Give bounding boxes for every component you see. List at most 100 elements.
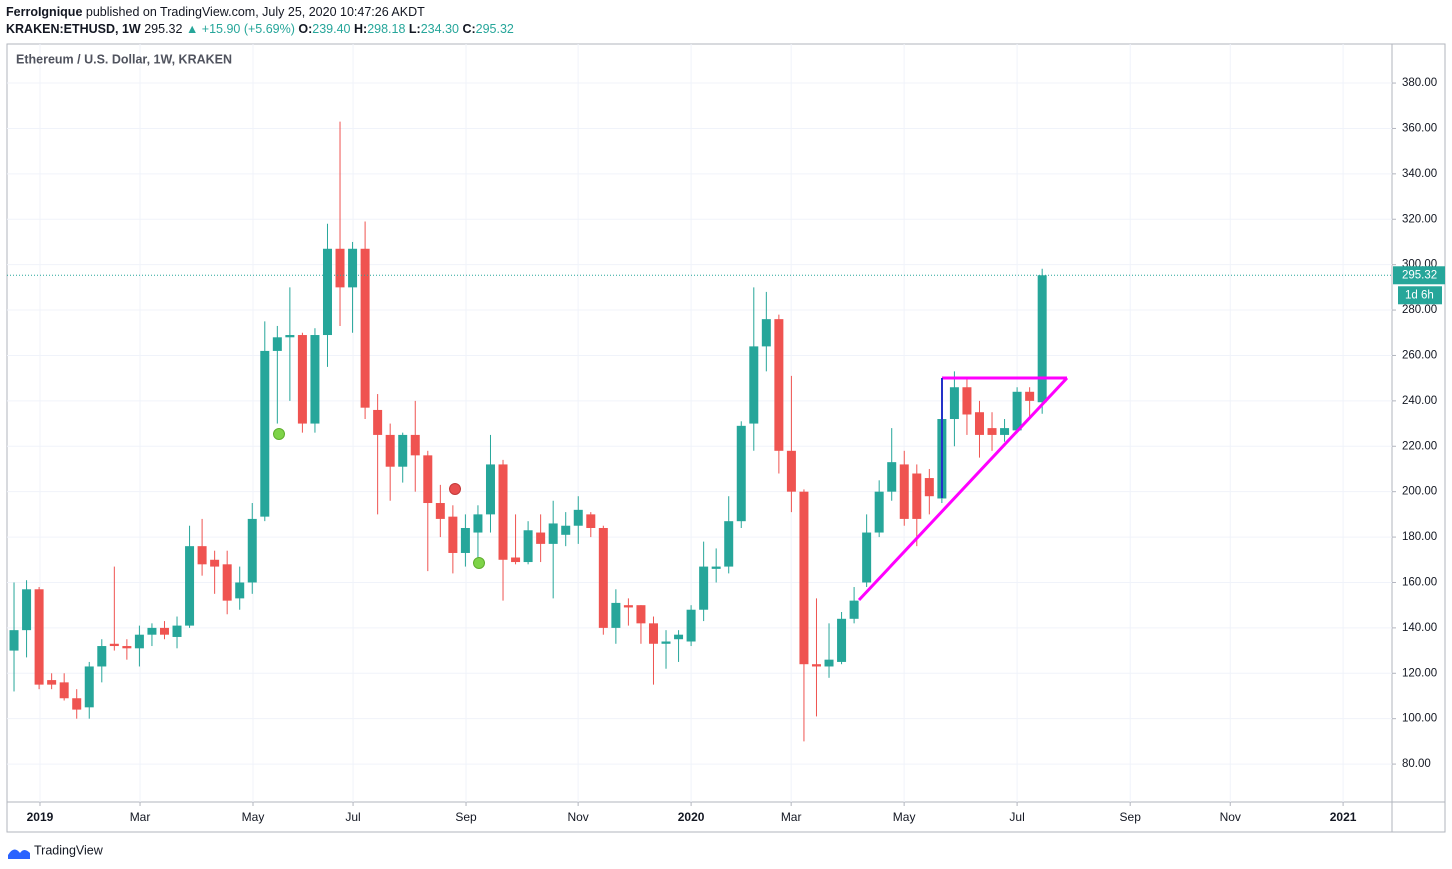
candle-body <box>862 532 872 583</box>
y-tick-label: 320.00 <box>1402 213 1437 225</box>
y-tick-label: 340.00 <box>1402 168 1437 180</box>
trend-line <box>857 376 1069 602</box>
candle-body <box>310 335 320 424</box>
candle-body <box>623 605 633 608</box>
candle-body <box>159 627 169 635</box>
x-tick-label: 2019 <box>27 810 54 824</box>
y-tick-label: 240.00 <box>1402 395 1437 407</box>
candle-body <box>974 412 984 435</box>
header-line-2: KRAKEN:ETHUSD, 1W 295.32 ▲ +15.90 (+5.69… <box>6 22 514 36</box>
candle-body <box>824 659 834 667</box>
candle-body <box>699 566 709 610</box>
candle-body <box>874 491 884 533</box>
candle-body <box>661 641 671 644</box>
candle-body <box>799 491 809 665</box>
candle-body <box>410 434 420 456</box>
x-tick-label: Mar <box>781 810 802 824</box>
candle-body <box>761 319 771 347</box>
price: 295.32 <box>144 22 183 36</box>
y-tick-label: 280.00 <box>1402 304 1437 316</box>
signal-dot <box>449 483 461 495</box>
candle-body <box>1000 428 1010 435</box>
x-tick-label: May <box>242 810 265 824</box>
candle-body <box>122 646 132 649</box>
candle-body <box>97 646 107 667</box>
candle-body <box>435 503 445 519</box>
candle-body <box>924 478 934 497</box>
chart-frame <box>6 43 1446 833</box>
candle-body <box>1037 275 1047 403</box>
candle-body <box>247 518 257 583</box>
symbol: KRAKEN:ETHUSD, 1W <box>6 22 141 36</box>
candle-body <box>460 527 470 553</box>
candle-body <box>22 589 32 631</box>
published: published on TradingView.com, July 25, 2… <box>85 5 425 19</box>
ohlc-label: O: <box>298 22 313 36</box>
x-tick-label: Mar <box>130 810 151 824</box>
candle-body <box>473 514 483 533</box>
candle-body <box>373 409 383 435</box>
candle-body <box>297 335 307 424</box>
x-tick-label: Jul <box>1009 810 1024 824</box>
logo: TradingView <box>8 843 104 859</box>
candle-body <box>887 462 897 492</box>
candle-body <box>9 630 19 651</box>
candle-body <box>84 666 94 708</box>
candle-body <box>987 428 997 435</box>
ohlc-value: 234.30 <box>420 22 459 36</box>
candle-body <box>147 627 157 635</box>
candle-body <box>837 618 847 662</box>
y-tick-label: 140.00 <box>1402 622 1437 634</box>
y-tick-label: 160.00 <box>1402 577 1437 589</box>
candle-body <box>322 248 332 336</box>
candle-body <box>774 319 784 451</box>
candle-body <box>335 248 345 288</box>
candle-body <box>109 643 119 647</box>
x-tick-label: Nov <box>567 810 588 824</box>
candle-body <box>786 450 796 492</box>
candle-body <box>134 634 144 649</box>
x-tick-label: 2021 <box>1330 810 1357 824</box>
candles <box>7 121 1392 742</box>
ohlc-label: C: <box>462 22 476 36</box>
x-tick-label: Sep <box>455 810 477 824</box>
signal-dot <box>273 428 285 440</box>
logo-icon <box>8 849 30 859</box>
y-tick-label: 220.00 <box>1402 440 1437 452</box>
last-price-label: 295.32 <box>1402 269 1437 281</box>
candle-body <box>272 337 282 351</box>
x-tick-label: May <box>893 810 916 824</box>
candle-body <box>686 609 696 642</box>
candle-body <box>849 600 859 619</box>
candle-body <box>949 387 959 420</box>
y-tick-label: 260.00 <box>1402 349 1437 361</box>
candle-body <box>423 455 433 504</box>
y-tick-label: 80.00 <box>1402 758 1431 770</box>
candle-body <box>59 682 69 699</box>
candle-body <box>511 557 521 563</box>
candle-body <box>360 248 370 408</box>
y-tick-label: 380.00 <box>1402 77 1437 89</box>
x-tick-label: 2020 <box>678 810 705 824</box>
drawings <box>273 376 1069 602</box>
x-tick-label: Sep <box>1120 810 1142 824</box>
candle-body <box>185 546 195 626</box>
candle-body <box>385 434 395 467</box>
candle-body <box>811 664 821 667</box>
candle-body <box>899 464 909 519</box>
candle-body <box>197 546 207 565</box>
candle-body <box>586 514 596 528</box>
candle-body <box>561 525 571 535</box>
candle-body <box>1012 391 1022 431</box>
ohlc-value: 239.40 <box>312 22 351 36</box>
y-tick-label: 360.00 <box>1402 122 1437 134</box>
x-tick-label: Nov <box>1220 810 1241 824</box>
candle-body <box>548 523 558 544</box>
candle-body <box>260 350 270 517</box>
y-tick-label: 180.00 <box>1402 531 1437 543</box>
candle-body <box>172 625 182 637</box>
signal-dot <box>473 557 485 569</box>
y-tick-label: 100.00 <box>1402 713 1437 725</box>
